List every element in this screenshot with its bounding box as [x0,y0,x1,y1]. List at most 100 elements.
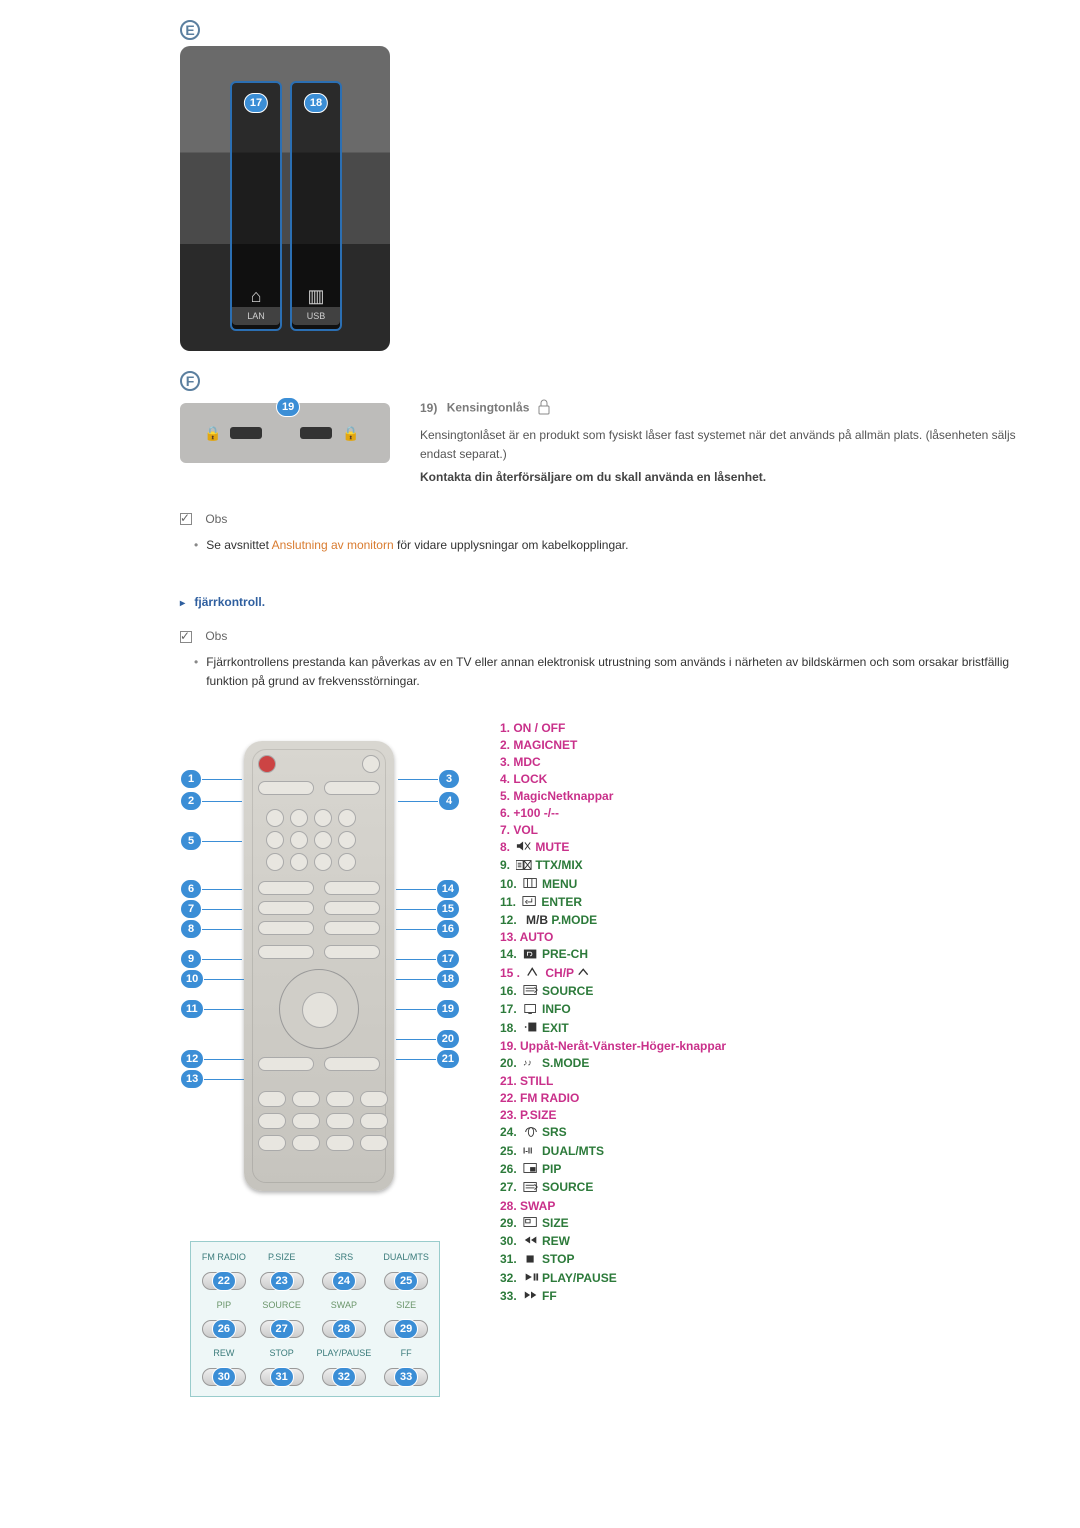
panel-num: 23 [270,1271,294,1291]
panel-num: 22 [212,1271,236,1291]
rew-icon [523,1234,539,1249]
callout: 10 [180,969,244,989]
callout-num: 20 [436,1029,460,1049]
remote-list-item: 13. AUTO [500,930,1020,944]
remote-list-item: 8. MUTE [500,840,1020,855]
panel-label: SOURCE [259,1300,305,1310]
remote-list-item: 7. VOL [500,823,1020,837]
ttx-icon [516,859,532,874]
panel-label: SIZE [383,1300,429,1310]
remote-list-item: 33. FF [500,1289,1020,1304]
callout-num: 18 [436,969,460,989]
callout: 19 [396,999,460,1019]
remote-list-item: 1. ON / OFF [500,721,1020,735]
panel-button: 22 [201,1272,247,1290]
callout-num: 15 [436,899,460,919]
callout-num: 17 [436,949,460,969]
callout: 9 [180,949,242,969]
usb-icon: ▥ [292,286,340,307]
panel-button: 28 [317,1320,372,1338]
panel-button: 31 [259,1368,305,1386]
panel-button: 27 [259,1320,305,1338]
panel-button: 29 [383,1320,429,1338]
callout: 3 [398,769,460,789]
up-icon [577,966,593,981]
section-f: F 19 🔒 🔒 [180,371,390,492]
usb-label: USB [292,307,340,325]
kensington-image: 19 🔒 🔒 [180,403,390,463]
remote-list-item: 23. P.SIZE [500,1108,1020,1122]
obs-1: Obs [180,512,1020,526]
callout-num: 3 [438,769,460,789]
remote-list-item: 21. STILL [500,1074,1020,1088]
lock-icon-left: 🔒 [204,425,222,443]
callout: 4 [398,791,460,811]
enter-icon [522,895,538,910]
panel-label: STOP [259,1348,305,1358]
kensington-lock-icon [537,399,551,418]
callout: 8 [180,919,242,939]
callout: 5 [180,831,242,851]
r-power [258,755,276,773]
remote-list-item: 18. EXIT [500,1021,1020,1036]
callout-num: 9 [180,949,202,969]
obs-checkbox-icon [180,513,192,525]
kensington-p2: Kontakta din återförsäljare om du skall … [420,468,1020,487]
remote-section-header: ▸ fjärrkontroll. [180,595,1020,609]
callout: 16 [396,919,460,939]
callout-num: 4 [438,791,460,811]
play-icon [523,1271,539,1286]
callout-num: 19 [436,999,460,1019]
menu-icon [523,877,539,892]
link-anslutning[interactable]: Anslutning av monitorn [272,538,394,552]
kensington-title: 19) Kensingtonlås [420,399,1020,418]
remote-list-item: 3. MDC [500,755,1020,769]
slot-num-18: 18 [304,93,328,113]
callout: 13 [180,1069,244,1089]
callout: 1 [180,769,242,789]
arrow-icon: ▸ [180,598,185,609]
panel-button: 23 [259,1272,305,1290]
panel-label: FM RADIO [201,1252,247,1262]
source2-icon [523,1181,539,1196]
remote-list-item: 22. FM RADIO [500,1091,1020,1105]
callout-num: 14 [436,879,460,899]
section-e: E 17 ⌂ LAN 18 ▥ USB [180,20,390,351]
badge-e: E [180,20,200,40]
remote-list-item: 25. I-IIDUAL/MTS [500,1144,1020,1159]
callout-num: 5 [180,831,202,851]
callout: 11 [180,999,244,1019]
usb-slot: 18 ▥ USB [290,81,342,331]
panel-label: PLAY/PAUSE [317,1348,372,1358]
port-1 [230,427,262,439]
callout-num: 10 [180,969,204,989]
callout-num: 6 [180,879,202,899]
panel-num: 25 [394,1271,418,1291]
remote-list-item: 20. ♪♪S.MODE [500,1056,1020,1071]
remote-list-item: 11. ENTER [500,895,1020,910]
remote-list-item: 32. PLAY/PAUSE [500,1271,1020,1286]
callout-num: 7 [180,899,202,919]
panel-button: 24 [317,1272,372,1290]
panel-label: PIP [201,1300,247,1310]
bullet-icon: • [194,536,198,555]
remote-list-item: 31. STOP [500,1252,1020,1267]
remote-button-list: 1. ON / OFF2. MAGICNET3. MDC4. LOCK5. Ma… [500,721,1020,1307]
srs-icon [523,1126,539,1141]
svg-text:I-II: I-II [523,1147,532,1156]
remote-list-item: 24. SRS [500,1125,1020,1140]
remote-list-item: 16. SOURCE [500,984,1020,999]
note-1: • Se avsnittet Anslutning av monitorn fö… [194,536,1020,555]
remote-list-item: 10. MENU [500,877,1020,892]
remote-panel: FM RADIOP.SIZESRSDUAL/MTS22232425PIPSOUR… [190,1241,440,1397]
panel-button: 33 [383,1368,429,1386]
remote-list-item: 12. M/B P.MODE [500,913,1020,927]
panel-button: 32 [317,1368,372,1386]
callout-num: 13 [180,1069,204,1089]
r-nav-circle [279,969,359,1049]
callout-num: 2 [180,791,202,811]
remote-list-item: 9. TTX/MIX [500,858,1020,873]
ff-icon [523,1289,539,1304]
port-2 [300,427,332,439]
callout: 15 [396,899,460,919]
